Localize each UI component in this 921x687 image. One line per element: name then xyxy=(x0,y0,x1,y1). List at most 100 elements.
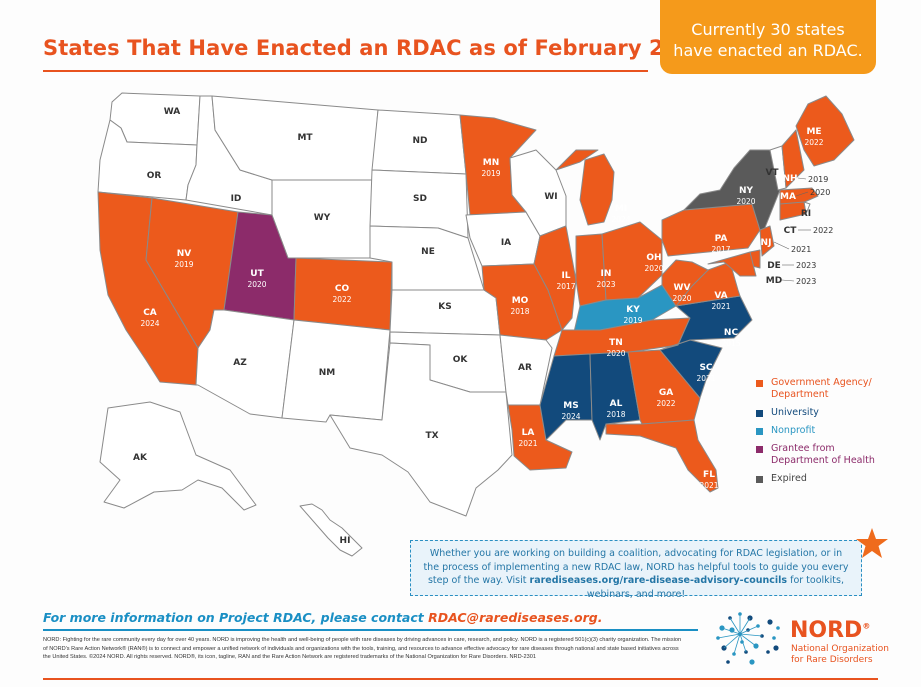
state-me xyxy=(795,95,855,167)
state-year-mn: 2019 xyxy=(481,169,500,178)
state-hi xyxy=(299,503,363,557)
logo-link xyxy=(739,633,747,653)
legend-swatch xyxy=(756,380,763,387)
legend-label: Nonprofit xyxy=(771,425,816,436)
state-label-ak: AK xyxy=(133,453,148,463)
state-label-oh: OH xyxy=(646,253,661,263)
state-wv xyxy=(661,259,709,307)
legend-label: Grantee from Department of Health xyxy=(771,443,875,466)
state-year-pa: 2017 xyxy=(711,245,730,254)
state-label-me: ME xyxy=(806,127,821,137)
logo-dot xyxy=(767,619,773,625)
states-count-callout: Currently 30 states have enacted an RDAC… xyxy=(660,0,876,74)
legend-label: Expired xyxy=(771,473,807,484)
leader-line-nj xyxy=(773,241,790,250)
legend-label: University xyxy=(771,407,819,418)
bottom-rule xyxy=(43,678,878,680)
state-label-nd: ND xyxy=(412,136,427,146)
state-label-id: ID xyxy=(231,194,242,204)
state-label-az: AZ xyxy=(233,358,247,368)
state-year-ca: 2024 xyxy=(140,319,159,328)
legend-swatch xyxy=(756,476,763,483)
logo-dot xyxy=(773,645,779,651)
state-label-wy: WY xyxy=(314,213,331,223)
state-year-la: 2021 xyxy=(518,439,537,448)
state-label-wa: WA xyxy=(164,107,181,117)
state-tx xyxy=(329,342,513,517)
logo-link xyxy=(739,617,751,635)
state-year-de: 2023 xyxy=(796,261,816,270)
state-year-tn: 2020 xyxy=(606,349,625,358)
state-label-co: CO xyxy=(335,284,350,294)
state-label-wi: WI xyxy=(544,192,557,202)
state-label-ne: NE xyxy=(421,247,435,257)
leader-line-ma xyxy=(795,191,809,197)
state-year-nh: 2019 xyxy=(808,175,828,184)
state-year-va: 2021 xyxy=(711,302,730,311)
legend-item-government: Government Agency/ Department xyxy=(756,377,876,401)
logo-dot xyxy=(776,626,780,630)
state-label-nm: NM xyxy=(319,368,336,378)
state-year-nv: 2019 xyxy=(174,260,193,269)
state-year-ma: 2020 xyxy=(810,188,830,197)
state-il xyxy=(533,225,577,331)
state-year-nj: 2021 xyxy=(791,245,811,254)
state-label-ga: GA xyxy=(659,388,673,398)
state-label-ca: CA xyxy=(143,308,157,318)
state-label-pa: PA xyxy=(715,234,728,244)
state-nm xyxy=(281,319,391,423)
nord-logo-reg: ® xyxy=(862,621,871,631)
state-label-il: IL xyxy=(561,271,570,281)
state-year-ut: 2020 xyxy=(247,280,266,289)
state-year-ms: 2024 xyxy=(561,412,580,421)
leader-line-nh xyxy=(797,177,807,180)
leader-line-md xyxy=(781,279,795,282)
logo-dot xyxy=(749,659,755,665)
state-label-md: MD xyxy=(766,276,782,286)
legend-item-expired: Expired xyxy=(756,473,876,485)
state-year-ky: 2019 xyxy=(623,316,642,325)
info-box: Whether you are working on building a co… xyxy=(410,540,862,600)
logo-link xyxy=(739,625,759,635)
state-label-ok: OK xyxy=(453,355,469,365)
state-label-sc: SC xyxy=(699,363,712,373)
state-year-ct: 2022 xyxy=(813,226,833,235)
state-year-co: 2022 xyxy=(332,295,351,304)
state-year-me: 2022 xyxy=(804,138,823,147)
logo-link xyxy=(721,627,741,635)
state-year-mo: 2018 xyxy=(510,307,529,316)
state-label-ri: RI xyxy=(801,209,811,219)
state-label-nc: NC xyxy=(724,328,739,338)
legend-label: Government Agency/ Department xyxy=(771,377,872,400)
state-label-tx: TX xyxy=(425,431,438,441)
state-co xyxy=(293,257,393,331)
legend-swatch xyxy=(756,446,763,453)
state-ak xyxy=(99,401,257,511)
state-label-al: AL xyxy=(610,399,623,409)
legend: Government Agency/ Department University N… xyxy=(756,377,876,491)
state-label-mo: MO xyxy=(512,296,529,306)
callout-line-2: have enacted an RDAC. xyxy=(673,41,863,60)
state-label-ct: CT xyxy=(784,226,798,236)
logo-link xyxy=(723,633,741,649)
state-label-ia: IA xyxy=(501,238,511,248)
legend-item-health-grantee: Grantee from Department of Health xyxy=(756,443,876,467)
logo-dot xyxy=(726,660,730,664)
state-ma xyxy=(779,187,819,205)
state-label-fl: FL xyxy=(703,470,715,480)
state-label-ma: MA xyxy=(780,192,796,202)
logo-dot xyxy=(766,650,770,654)
state-label-ny: NY xyxy=(739,186,754,196)
state-label-de: DE xyxy=(767,261,781,271)
info-link[interactable]: rarediseases.org/rare-disease-advisory-c… xyxy=(529,575,788,586)
state-label-ks: KS xyxy=(438,302,451,312)
logo-dot xyxy=(772,636,776,640)
state-label-nj: NJ xyxy=(761,238,772,248)
logo-link xyxy=(717,633,741,639)
state-year-ny: 2020 xyxy=(736,197,755,206)
contact-email-link[interactable]: RDAC@rarediseases.org. xyxy=(428,610,603,625)
nord-logo-text: NORD® xyxy=(790,618,870,643)
fine-print: NORD: Fighting for the rare community ev… xyxy=(43,637,682,661)
state-label-ms: MS xyxy=(563,401,578,411)
state-label-ar: AR xyxy=(518,363,532,373)
